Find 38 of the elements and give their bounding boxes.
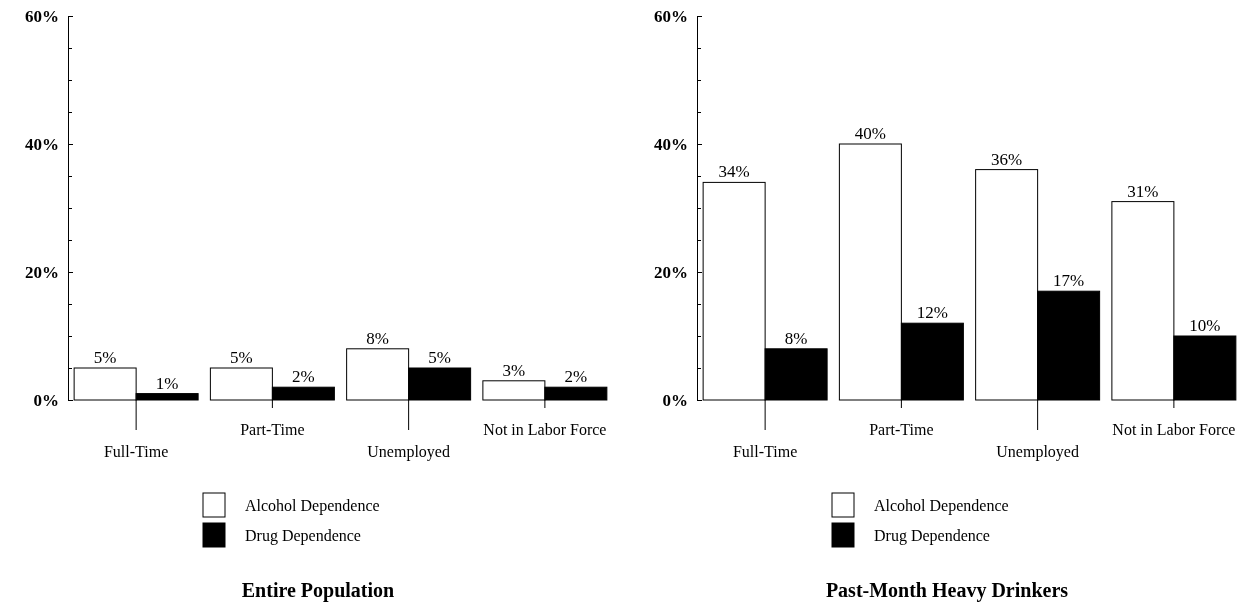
text: 34% [718, 162, 750, 182]
legend-label: Alcohol Dependence [874, 497, 1009, 515]
text: 8% [784, 328, 808, 348]
x-tick-label: Unemployed [367, 443, 450, 461]
text: 2% [564, 367, 588, 387]
text: Entire Population [241, 579, 395, 602]
y-tick-label: 0% [33, 390, 59, 410]
y-tick-label: 60% [654, 6, 688, 26]
x-tick-label: Full-Time [732, 443, 798, 460]
legend-label: Alcohol Dependence [245, 497, 380, 515]
x-tick-label: Not in Labor Force [483, 421, 607, 438]
x-tick-label: Unemployed [996, 443, 1079, 461]
x-tick-label: Full-Time [103, 443, 169, 460]
y-tick-label: 20% [25, 262, 59, 282]
x-tick-label: Part-Time [869, 421, 934, 438]
legend-label: Drug Dependence [874, 527, 990, 545]
text: 40% [854, 124, 886, 143]
text: 5% [93, 348, 117, 367]
text: 8% [366, 328, 389, 348]
y-tick-label: 20% [654, 262, 688, 282]
text: 36% [991, 149, 1023, 169]
text: 3% [502, 360, 526, 380]
x-tick-label: Part-Time [240, 421, 305, 438]
text: 2% [292, 367, 315, 387]
text: 12% [916, 303, 948, 323]
y-tick-label: 0% [662, 390, 688, 410]
text: 5% [428, 348, 451, 367]
y-tick-label: 40% [654, 134, 688, 154]
text: Past-Month Heavy Drinkers [825, 579, 1069, 602]
text: 5% [230, 348, 253, 367]
y-tick-label: 40% [25, 134, 59, 154]
text: 31% [1127, 181, 1159, 201]
text: 10% [1189, 316, 1221, 335]
legend-label: Drug Dependence [245, 527, 361, 545]
text: 1% [155, 373, 179, 393]
text: 17% [1053, 271, 1085, 291]
x-tick-label: Not in Labor Force [1112, 421, 1236, 438]
y-tick-label: 60% [25, 6, 59, 26]
